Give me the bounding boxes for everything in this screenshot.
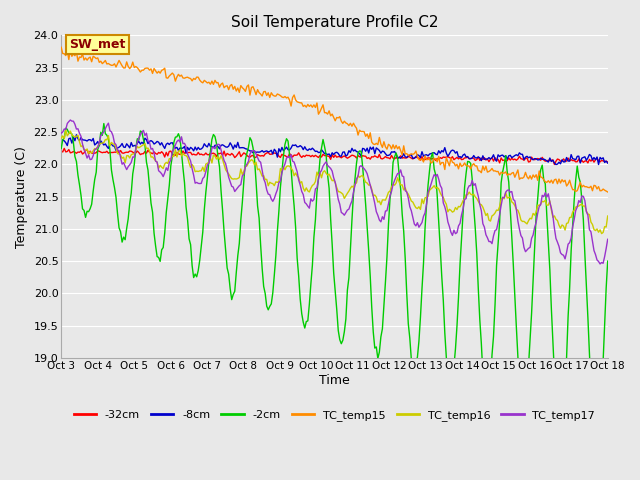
Legend: -32cm, -8cm, -2cm, TC_temp15, TC_temp16, TC_temp17: -32cm, -8cm, -2cm, TC_temp15, TC_temp16,… — [69, 406, 600, 425]
Title: Soil Temperature Profile C2: Soil Temperature Profile C2 — [230, 15, 438, 30]
Y-axis label: Temperature (C): Temperature (C) — [15, 146, 28, 248]
X-axis label: Time: Time — [319, 373, 350, 386]
Text: SW_met: SW_met — [69, 38, 126, 51]
